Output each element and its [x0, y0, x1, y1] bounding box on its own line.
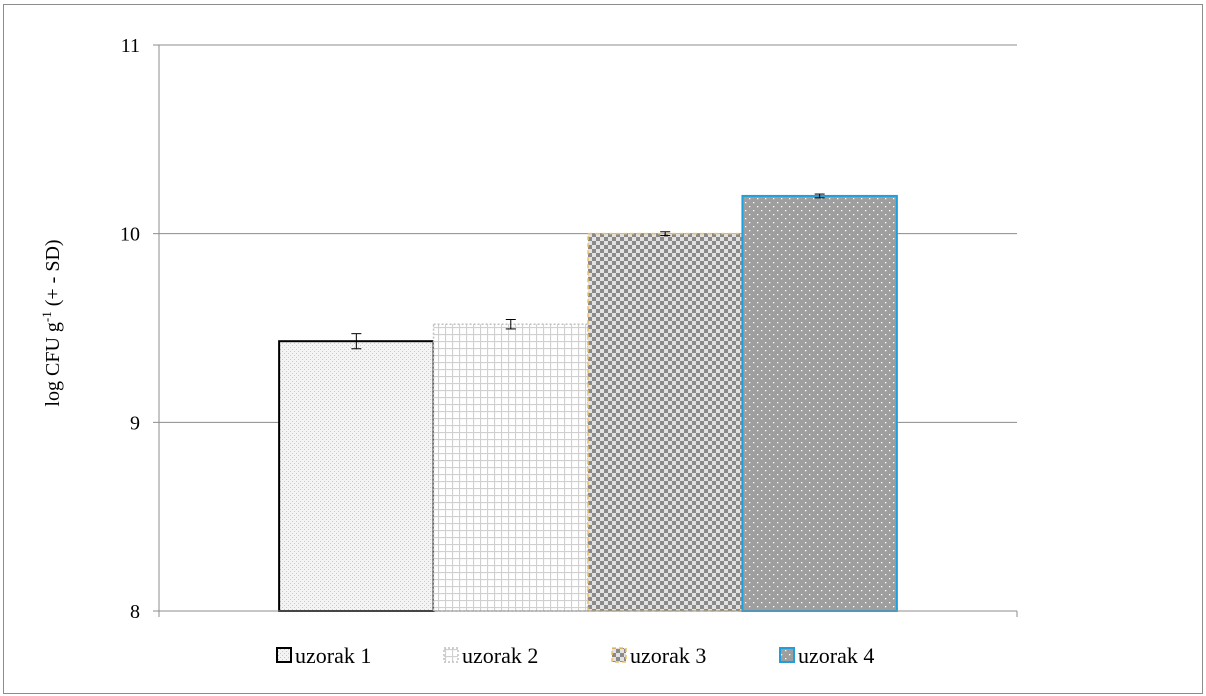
bar-uzorak-3 [587, 232, 744, 612]
bars [278, 193, 898, 613]
y-tick-label: 9 [130, 412, 140, 434]
legend-swatch [779, 647, 795, 663]
bar-uzorak-1 [278, 340, 435, 612]
legend-item: uzorak 3 [611, 643, 706, 668]
legend-label: uzorak 2 [462, 643, 538, 668]
error-bar [660, 231, 671, 237]
error-bar [814, 193, 825, 199]
legend-label: uzorak 4 [798, 643, 874, 668]
legend-item: uzorak 1 [276, 643, 371, 668]
legend-swatch [443, 647, 459, 663]
legend-swatch [276, 647, 292, 663]
y-tick-label: 11 [121, 35, 140, 57]
legend-swatch [611, 647, 627, 663]
legend-label: uzorak 1 [295, 643, 371, 668]
y-tick-label: 8 [130, 601, 140, 623]
y-tick-label: 10 [120, 224, 140, 246]
axes [153, 44, 1018, 617]
y-axis-title: log CFU g-1 (+ - SD) [39, 239, 64, 406]
legend-item: uzorak 4 [779, 643, 874, 668]
legend-label: uzorak 3 [630, 643, 706, 668]
error-bar [505, 319, 516, 330]
error-bar [351, 333, 362, 350]
y-tick-labels: 8 9 10 11 [120, 35, 140, 623]
legend-item: uzorak 2 [443, 643, 538, 668]
bar-uzorak-2 [432, 323, 589, 612]
bar-uzorak-4 [741, 194, 898, 613]
legend: uzorak 1 uzorak 2 uzorak 3 uzorak 4 [276, 643, 874, 668]
chart-frame: 8 9 10 11 log CFU g-1 (+ - SD) uzorak 1 uzor… [3, 4, 1203, 694]
